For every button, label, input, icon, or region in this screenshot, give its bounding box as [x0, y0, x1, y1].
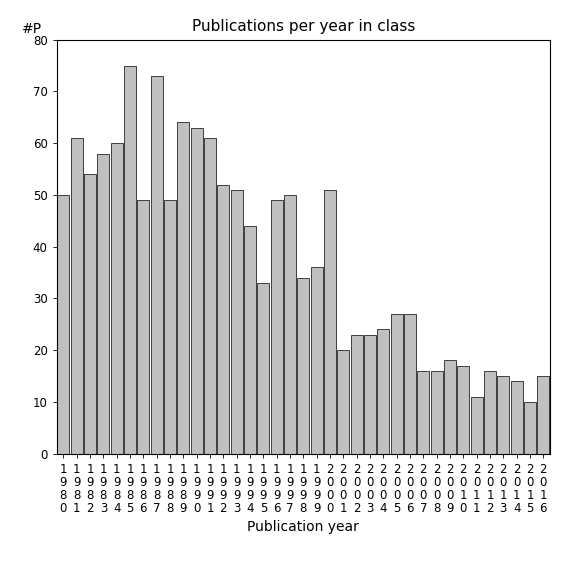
- Bar: [177, 122, 189, 454]
- Title: Publications per year in class: Publications per year in class: [192, 19, 415, 35]
- Bar: [471, 397, 483, 454]
- Bar: [404, 314, 416, 454]
- Bar: [337, 350, 349, 454]
- Bar: [244, 226, 256, 454]
- Bar: [57, 195, 69, 454]
- Bar: [497, 376, 509, 454]
- Bar: [270, 200, 283, 454]
- Bar: [391, 314, 403, 454]
- Bar: [204, 138, 216, 454]
- Bar: [124, 66, 136, 454]
- Bar: [217, 184, 230, 454]
- Bar: [164, 200, 176, 454]
- Bar: [417, 371, 429, 454]
- Bar: [311, 267, 323, 454]
- Bar: [297, 278, 310, 454]
- Bar: [98, 154, 109, 454]
- Bar: [524, 402, 536, 454]
- Bar: [231, 190, 243, 454]
- Bar: [350, 335, 363, 454]
- Bar: [458, 366, 469, 454]
- Text: #P: #P: [22, 22, 43, 36]
- Bar: [538, 376, 549, 454]
- Bar: [484, 371, 496, 454]
- Bar: [111, 143, 122, 454]
- Bar: [324, 190, 336, 454]
- X-axis label: Publication year: Publication year: [247, 520, 359, 534]
- Bar: [444, 361, 456, 454]
- Bar: [84, 174, 96, 454]
- Bar: [257, 283, 269, 454]
- Bar: [378, 329, 390, 454]
- Bar: [137, 200, 149, 454]
- Bar: [151, 76, 163, 454]
- Bar: [284, 195, 296, 454]
- Bar: [364, 335, 376, 454]
- Bar: [71, 138, 83, 454]
- Bar: [431, 371, 443, 454]
- Bar: [191, 128, 202, 454]
- Bar: [511, 381, 523, 454]
